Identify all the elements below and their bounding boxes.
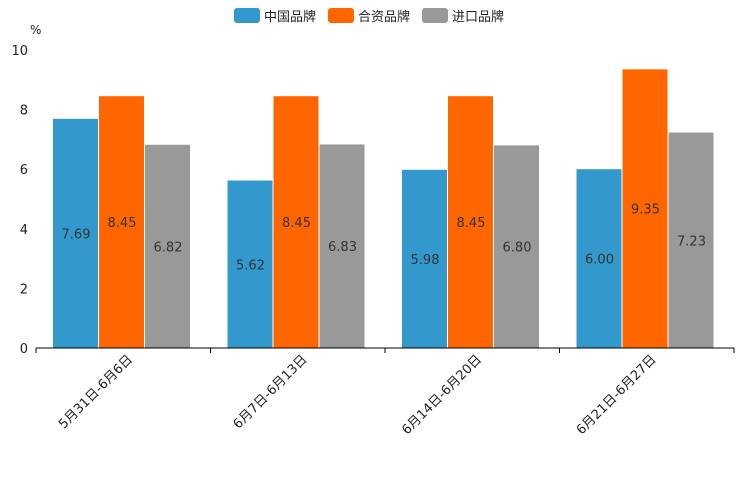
data-label: 6.80 <box>503 241 532 256</box>
bar[interactable] <box>494 145 539 348</box>
data-label: 8.45 <box>282 216 311 231</box>
bar[interactable] <box>227 180 273 348</box>
x-category-label: 6月14日-6月20日 <box>399 352 485 438</box>
bar[interactable] <box>576 169 622 348</box>
y-tick-label: 10 <box>11 44 28 59</box>
x-category-label: 6月7日-6月13日 <box>231 352 311 432</box>
x-category-label: 5月31日-6月6日 <box>56 352 136 432</box>
data-label: 7.23 <box>677 234 706 249</box>
legend-item[interactable]: 合资品牌 <box>328 8 410 25</box>
y-tick-label: 4 <box>20 223 28 238</box>
bar[interactable] <box>145 144 190 348</box>
legend-label: 进口品牌 <box>452 9 504 25</box>
data-label: 6.00 <box>585 253 614 268</box>
x-category-label: 6月21日-6月27日 <box>574 352 660 438</box>
legend: 中国品牌 合资品牌 进口品牌 <box>234 8 504 25</box>
data-label: 5.62 <box>236 258 265 273</box>
legend-swatch <box>422 8 448 23</box>
bars <box>53 69 714 349</box>
legend-item[interactable]: 中国品牌 <box>234 8 316 25</box>
bar[interactable] <box>273 96 319 348</box>
data-label: 8.45 <box>457 216 486 231</box>
bar[interactable] <box>53 118 98 348</box>
bar[interactable] <box>99 96 144 348</box>
bar[interactable] <box>448 96 493 348</box>
bar[interactable] <box>319 144 365 348</box>
y-tick-label: 8 <box>20 104 28 119</box>
y-tick-label: 2 <box>20 282 28 297</box>
y-tick-label: 0 <box>20 342 28 357</box>
y-axis: 0 2 4 6 8 10 <box>11 44 28 357</box>
data-label: 5.98 <box>411 253 440 268</box>
bar[interactable] <box>402 169 447 348</box>
legend-item[interactable]: 进口品牌 <box>422 8 504 25</box>
data-label: 7.69 <box>62 227 91 242</box>
data-label: 9.35 <box>631 203 660 218</box>
bar[interactable] <box>622 69 668 349</box>
data-label: 6.83 <box>328 240 357 255</box>
data-label: 8.45 <box>108 216 137 231</box>
data-labels: 7.69 5.62 5.98 6.00 8.45 8.45 8.45 9.35 6.82 6.83… <box>62 203 706 274</box>
y-axis-unit: % <box>30 23 41 37</box>
bar[interactable] <box>668 132 714 348</box>
y-tick-label: 6 <box>20 163 28 178</box>
legend-swatch <box>234 8 260 23</box>
data-label: 6.82 <box>154 240 183 255</box>
x-axis: 5月31日-6月6日 6月7日-6月13日 6月14日-6月20日 6月21日-6月2… <box>35 347 735 438</box>
legend-swatch <box>328 8 354 23</box>
legend-label: 合资品牌 <box>358 9 410 25</box>
legend-label: 中国品牌 <box>264 9 316 25</box>
